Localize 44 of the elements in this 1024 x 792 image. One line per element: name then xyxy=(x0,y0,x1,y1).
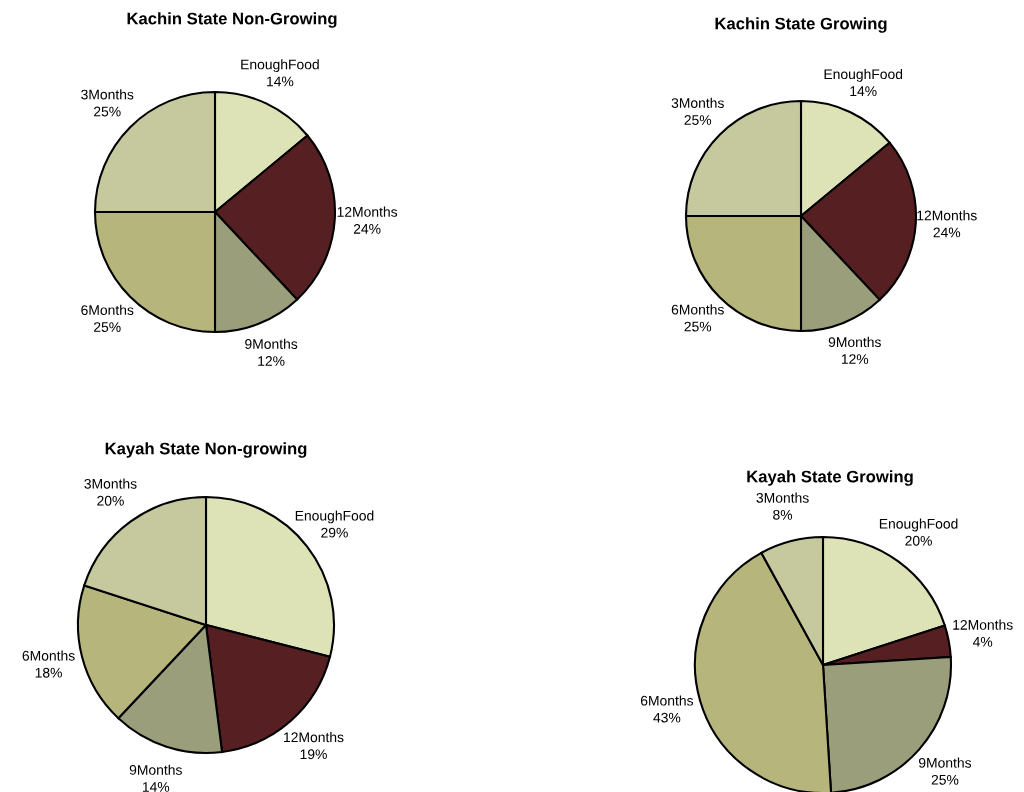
data-label: 24% xyxy=(933,227,961,238)
slice-label: 9Months xyxy=(245,338,298,349)
data-label: 25% xyxy=(94,106,121,117)
slice-label: 12Months xyxy=(337,206,398,217)
chart-title: Kayah State Growing xyxy=(747,470,913,486)
data-label: 8% xyxy=(773,509,793,520)
data-label: 20% xyxy=(905,535,932,546)
data-label: 20% xyxy=(97,495,124,506)
data-label: 18% xyxy=(35,667,62,678)
slice-label: 12Months xyxy=(953,619,1013,630)
slice-label: 6Months xyxy=(81,304,134,315)
slice-label: 6Months xyxy=(22,650,75,661)
slice-label: 6Months xyxy=(640,695,694,706)
slice-label: 3Months xyxy=(671,97,724,108)
slice-label: 9Months xyxy=(129,764,182,775)
slice-label: 3Months xyxy=(84,478,137,489)
slice-label: EnoughFood xyxy=(295,510,374,524)
slice-label: EnoughFood xyxy=(241,59,319,73)
data-label: 19% xyxy=(300,749,327,760)
slice-label: 6Months xyxy=(671,304,724,315)
data-label: 25% xyxy=(94,322,121,332)
data-label: 12% xyxy=(258,356,285,366)
data-label: 25% xyxy=(931,774,959,785)
data-label: 14% xyxy=(267,76,294,87)
data-label: 14% xyxy=(142,782,170,792)
slice-label: 9Months xyxy=(918,757,972,768)
data-label: 43% xyxy=(653,712,681,723)
data-label: 14% xyxy=(850,86,877,97)
slice-label: EnoughFood xyxy=(879,518,958,532)
data-label: 4% xyxy=(972,636,993,647)
slice-label: 12Months xyxy=(917,210,977,221)
slice-label: EnoughFood xyxy=(824,68,903,82)
data-label: 12% xyxy=(841,354,869,364)
slice-label: 3Months xyxy=(756,492,809,503)
chart-title: Kayah State Non-growing xyxy=(105,442,307,458)
data-label: 24% xyxy=(353,223,381,234)
slice-label: 3Months xyxy=(81,89,134,100)
data-label: 25% xyxy=(684,115,712,125)
slice-label: 9Months xyxy=(828,336,881,348)
chart-title: Kachin State Non-Growing xyxy=(127,12,337,28)
data-label: 25% xyxy=(684,321,712,332)
slice-label: 12Months xyxy=(284,731,344,743)
chart-title: Kachin State Growing xyxy=(715,17,887,33)
data-label: 29% xyxy=(321,527,348,538)
